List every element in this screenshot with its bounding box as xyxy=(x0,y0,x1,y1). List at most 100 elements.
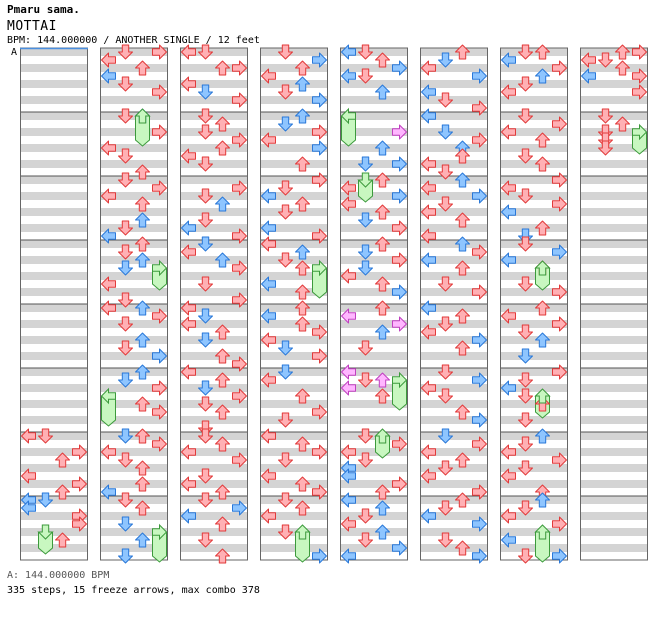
stripe-band xyxy=(100,512,168,520)
stripe-band xyxy=(500,80,568,88)
stripe-band xyxy=(20,512,88,520)
stripe-band xyxy=(260,96,328,104)
blue-arrow xyxy=(261,188,276,204)
stripe-band xyxy=(340,224,408,232)
stripe-band xyxy=(340,352,408,360)
stripe-band xyxy=(580,304,648,312)
red-arrow xyxy=(181,476,196,492)
red-arrow xyxy=(152,380,167,396)
stripe-band xyxy=(580,512,648,520)
stripe-band xyxy=(340,384,408,392)
red-arrow xyxy=(118,316,133,332)
blue-arrow xyxy=(295,108,310,124)
stripe-band xyxy=(180,464,248,472)
blue-arrow xyxy=(198,332,213,348)
step-summary: 335 steps, 15 freeze arrows, max combo 3… xyxy=(7,585,260,596)
red-arrow xyxy=(38,428,53,444)
stripe-band xyxy=(20,192,88,200)
stripe-band xyxy=(420,288,488,296)
red-arrow xyxy=(181,364,196,380)
stripe-band xyxy=(180,384,248,392)
stripe-band xyxy=(260,176,328,184)
column-border xyxy=(100,47,168,561)
blue-arrow xyxy=(535,492,550,508)
stripe-band xyxy=(180,432,248,440)
stripe-band xyxy=(260,112,328,120)
red-arrow xyxy=(518,188,533,204)
red-arrow xyxy=(295,156,310,172)
stripe-band xyxy=(20,272,88,280)
stripe-band xyxy=(180,496,248,504)
red-arrow xyxy=(295,284,310,300)
red-arrow xyxy=(278,204,293,220)
stripe-band xyxy=(500,528,568,536)
stripe-band xyxy=(20,320,88,328)
blue-arrow xyxy=(38,492,53,508)
red-arrow xyxy=(501,444,516,460)
stripe-band xyxy=(260,496,328,504)
stripe-band xyxy=(420,320,488,328)
red-arrow xyxy=(181,44,196,60)
stripe-band xyxy=(420,368,488,376)
chart-column xyxy=(500,47,568,561)
stripe-band xyxy=(420,144,488,152)
stripe-band xyxy=(420,416,488,424)
stripe-band xyxy=(420,480,488,488)
column-border xyxy=(580,47,648,561)
stripe-band xyxy=(180,320,248,328)
blue-arrow xyxy=(375,524,390,540)
stripe-band xyxy=(580,368,648,376)
stripe-band xyxy=(500,192,568,200)
stripe-band xyxy=(260,384,328,392)
stripe-band xyxy=(260,224,328,232)
stripe-band xyxy=(580,352,648,360)
red-arrow xyxy=(135,60,150,76)
blue-arrow xyxy=(535,332,550,348)
stripe-band xyxy=(180,336,248,344)
red-arrow xyxy=(535,220,550,236)
red-arrow xyxy=(198,492,213,508)
stripe-band xyxy=(500,64,568,72)
stripe-band xyxy=(580,448,648,456)
stripe-band xyxy=(180,448,248,456)
chart-info: BPM: 144.000000 / ANOTHER SINGLE / 12 fe… xyxy=(7,35,260,46)
blue-arrow xyxy=(455,172,470,188)
red-arrow xyxy=(552,316,567,332)
red-arrow xyxy=(375,172,390,188)
stripe-band xyxy=(420,128,488,136)
stripe-band xyxy=(100,80,168,88)
stripe-band xyxy=(500,336,568,344)
red-arrow xyxy=(152,44,167,60)
stripe-band xyxy=(180,288,248,296)
stripe-band xyxy=(180,144,248,152)
stripe-band xyxy=(260,448,328,456)
blue-arrow xyxy=(135,252,150,268)
blue-arrow xyxy=(375,140,390,156)
stripe-band xyxy=(500,48,568,56)
stripe-band xyxy=(180,48,248,56)
red-arrow xyxy=(118,172,133,188)
red-arrow xyxy=(598,140,613,156)
stripe-band xyxy=(500,304,568,312)
stripe-band xyxy=(340,464,408,472)
stripe-band xyxy=(340,208,408,216)
stripe-band xyxy=(500,496,568,504)
stripe-band xyxy=(420,240,488,248)
red-arrow xyxy=(392,220,407,236)
stripe-band xyxy=(100,112,168,120)
stripe-band xyxy=(100,176,168,184)
stripe-band xyxy=(100,224,168,232)
stripe-band xyxy=(20,176,88,184)
column-border xyxy=(340,47,408,561)
red-arrow xyxy=(438,460,453,476)
red-arrow xyxy=(598,108,613,124)
blue-arrow xyxy=(118,428,133,444)
stripe-band xyxy=(420,544,488,552)
stripe-band xyxy=(260,128,328,136)
column-border xyxy=(180,47,248,561)
red-arrow xyxy=(278,412,293,428)
stripe-band xyxy=(260,240,328,248)
stripe-band xyxy=(580,256,648,264)
red-arrow xyxy=(455,492,470,508)
stripe-band xyxy=(420,112,488,120)
